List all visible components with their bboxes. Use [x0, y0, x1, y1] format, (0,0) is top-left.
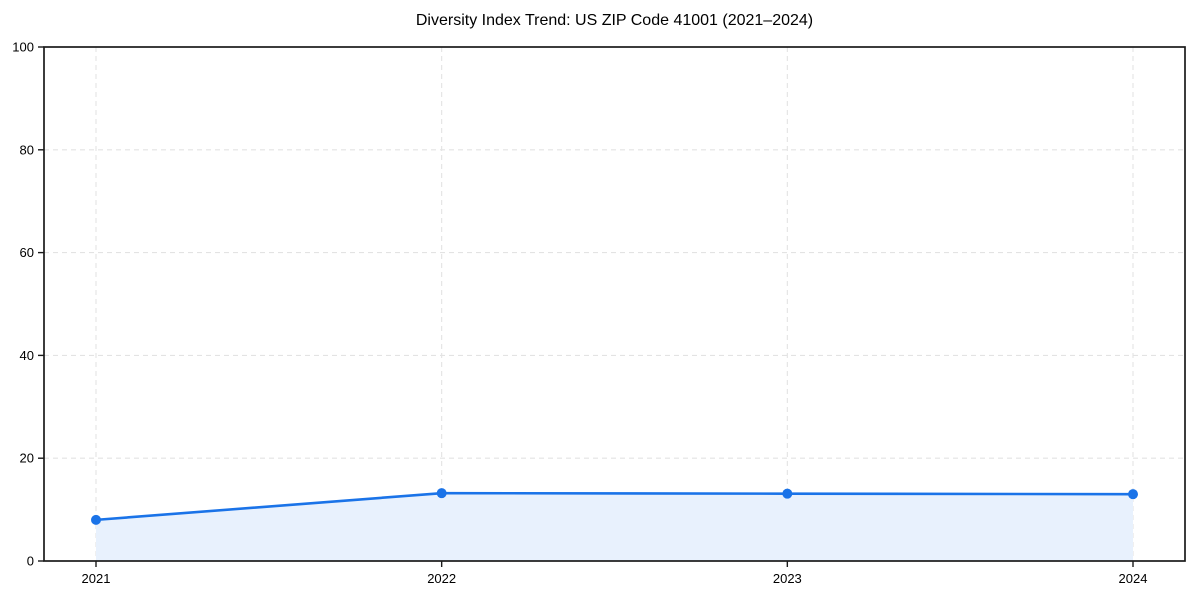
chart-title: Diversity Index Trend: US ZIP Code 41001… — [415, 12, 814, 29]
x-tick-label: 2022 — [427, 571, 456, 586]
x-tick-label: 2023 — [773, 571, 802, 586]
data-point-marker — [436, 488, 447, 499]
x-tick-label: 2021 — [82, 571, 111, 586]
data-point-marker — [782, 488, 793, 499]
data-point-marker — [1128, 489, 1138, 500]
y-tick-label: 80 — [20, 142, 34, 157]
plot-border — [43, 46, 1186, 562]
area-fill — [96, 493, 1133, 561]
trend-line — [94, 491, 1135, 522]
y-tick-label: 40 — [20, 348, 34, 363]
y-tick-label: 0 — [27, 554, 34, 569]
y-tick-label: 60 — [20, 245, 34, 260]
y-tick-label: 100 — [12, 40, 34, 55]
y-tick-label: 20 — [20, 451, 34, 466]
data-point-marker — [91, 514, 101, 525]
x-tick-label: 2024 — [1119, 571, 1148, 586]
